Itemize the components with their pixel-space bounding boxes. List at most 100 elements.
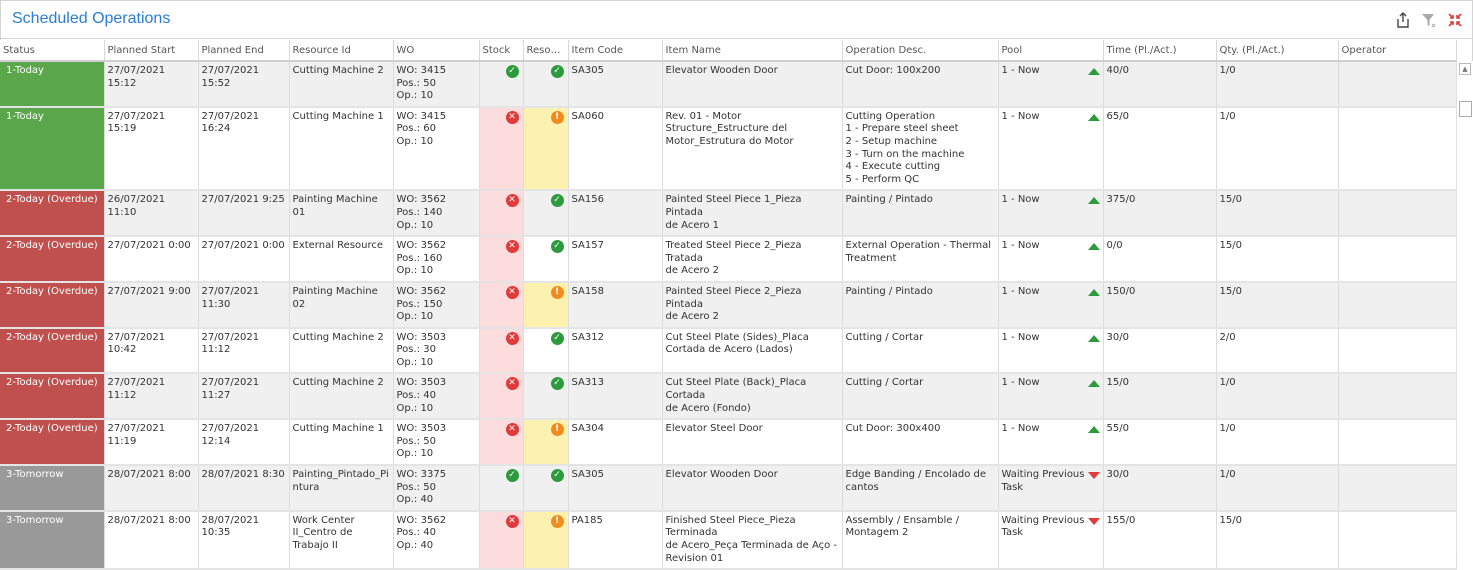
pool-cell: 1 - Now xyxy=(998,236,1104,283)
arrow-down-icon xyxy=(1087,517,1100,525)
operator-cell xyxy=(1338,106,1457,192)
qty-cell: 1/0 xyxy=(1216,465,1339,512)
planned-start-cell: 27/07/2021 15:12 xyxy=(104,61,199,108)
operator-cell xyxy=(1338,419,1457,467)
item-code-cell: SA060 xyxy=(568,106,663,192)
table-row[interactable]: 2-Today (Overdue) 27/07/2021 0:00 27/07/20… xyxy=(0,236,1457,283)
arrow-up-icon xyxy=(1087,113,1100,121)
column-header-time[interactable]: Time (Pl./Act.) xyxy=(1103,40,1217,62)
item-name-cell: Cut Steel Plate (Sides)_Placa Cortada de… xyxy=(662,327,843,375)
column-header-item-name[interactable]: Item Name xyxy=(662,40,843,62)
table-row[interactable]: 1-Today 27/07/2021 15:19 27/07/2021 16:24 C… xyxy=(0,106,1457,192)
qty-cell: 15/0 xyxy=(1216,281,1339,329)
qty-cell: 1/0 xyxy=(1216,61,1339,108)
scrollbar-thumb[interactable] xyxy=(1459,101,1472,117)
pool-cell: 1 - Now xyxy=(998,61,1104,108)
item-code-cell: SA156 xyxy=(568,190,663,238)
table-row[interactable]: 3-Tomorrow 28/07/2021 8:00 28/07/2021 10:3… xyxy=(0,510,1457,570)
status-cell: 3-Tomorrow xyxy=(0,510,105,570)
error-circle-icon: ✕ xyxy=(505,377,519,391)
time-cell: 0/0 xyxy=(1103,236,1217,283)
pool-cell: 1 - Now xyxy=(998,281,1104,329)
pool-label: Waiting Previous Task xyxy=(1001,469,1085,493)
operations-grid: Status Planned Start Planned End Resource I… xyxy=(0,40,1457,570)
table-row[interactable]: 1-Today 27/07/2021 15:12 27/07/2021 15:52 C… xyxy=(0,61,1457,108)
scroll-up-icon[interactable]: ▲ xyxy=(1459,63,1471,75)
wo-cell: WO: 3503 Pos.: 50 Op.: 10 xyxy=(393,419,480,467)
planned-end-cell: 27/07/2021 11:30 xyxy=(198,281,290,329)
column-header-qty[interactable]: Qty. (Pl./Act.) xyxy=(1216,40,1339,62)
table-row[interactable]: 2-Today (Overdue) 26/07/2021 11:10 27/07/2… xyxy=(0,190,1457,238)
table-row[interactable]: 2-Today (Overdue) 27/07/2021 11:19 27/07/2… xyxy=(0,419,1457,467)
check-circle-icon: ✓ xyxy=(550,331,564,345)
resource-cell: ✓ xyxy=(523,236,569,283)
operation-desc-cell: External Operation - Thermal Treatment xyxy=(842,236,999,283)
table-row[interactable]: 2-Today (Overdue) 27/07/2021 9:00 27/07/20… xyxy=(0,281,1457,329)
table-row[interactable]: 3-Tomorrow 28/07/2021 8:00 28/07/2021 8:30… xyxy=(0,465,1457,512)
pool-label: 1 - Now xyxy=(1001,285,1040,297)
collapse-icon[interactable] xyxy=(1447,12,1463,28)
error-circle-icon: ✕ xyxy=(505,423,519,437)
time-cell: 150/0 xyxy=(1103,281,1217,329)
qty-cell: 1/0 xyxy=(1216,106,1339,192)
stock-cell: ✓ xyxy=(479,61,524,108)
qty-cell: 1/0 xyxy=(1216,419,1339,467)
pool-cell: 1 - Now xyxy=(998,373,1104,421)
panel-header: Scheduled Operations xyxy=(0,0,1473,39)
column-header-operator[interactable]: Operator xyxy=(1338,40,1457,62)
column-header-pool[interactable]: Pool xyxy=(998,40,1104,62)
column-header-resource-id[interactable]: Resource Id xyxy=(289,40,394,62)
item-name-cell: Finished Steel Piece_Pieza Terminada de … xyxy=(662,510,843,570)
resource-id-cell: Painting Machine 01 xyxy=(289,190,394,238)
stock-cell: ✕ xyxy=(479,281,524,329)
column-header-planned-start[interactable]: Planned Start xyxy=(104,40,199,62)
wo-cell: WO: 3415 Pos.: 50 Op.: 10 xyxy=(393,61,480,108)
check-circle-icon: ✓ xyxy=(550,240,564,254)
operator-cell xyxy=(1338,327,1457,375)
planned-start-cell: 26/07/2021 11:10 xyxy=(104,190,199,238)
operation-desc-cell: Cutting / Cortar xyxy=(842,373,999,421)
pool-label: Waiting Previous Task xyxy=(1001,514,1085,539)
check-circle-icon: ✓ xyxy=(550,194,564,208)
item-code-cell: SA157 xyxy=(568,236,663,283)
item-code-cell: SA312 xyxy=(568,327,663,375)
wo-cell: WO: 3415 Pos.: 60 Op.: 10 xyxy=(393,106,480,192)
table-row[interactable]: 2-Today (Overdue) 27/07/2021 10:42 27/07/2… xyxy=(0,327,1457,375)
planned-start-cell: 28/07/2021 8:00 xyxy=(104,465,199,512)
column-header-stock[interactable]: Stock xyxy=(479,40,524,62)
resource-cell: ✓ xyxy=(523,61,569,108)
column-header-operation-desc[interactable]: Operation Desc. xyxy=(842,40,999,62)
pool-label: 1 - Now xyxy=(1001,377,1040,389)
item-code-cell: PA185 xyxy=(568,510,663,570)
planned-start-cell: 27/07/2021 15:19 xyxy=(104,106,199,192)
error-circle-icon: ✕ xyxy=(505,194,519,208)
operation-desc-cell: Painting / Pintado xyxy=(842,190,999,238)
item-name-cell: Elevator Wooden Door xyxy=(662,465,843,512)
export-icon[interactable] xyxy=(1395,12,1411,28)
resource-id-cell: Cutting Machine 1 xyxy=(289,106,394,192)
planned-start-cell: 27/07/2021 11:12 xyxy=(104,373,199,421)
clear-filter-icon[interactable] xyxy=(1421,12,1437,28)
column-header-planned-end[interactable]: Planned End xyxy=(198,40,290,62)
column-header-wo[interactable]: WO xyxy=(393,40,480,62)
planned-end-cell: 27/07/2021 15:52 xyxy=(198,61,290,108)
planned-start-cell: 27/07/2021 11:19 xyxy=(104,419,199,467)
check-circle-icon: ✓ xyxy=(505,469,519,483)
resource-cell: ✓ xyxy=(523,373,569,421)
column-header-status[interactable]: Status xyxy=(0,40,105,62)
resource-id-cell: Work Center II_Centro de Trabajo II xyxy=(289,510,394,570)
column-header-item-code[interactable]: Item Code xyxy=(568,40,663,62)
qty-cell: 2/0 xyxy=(1216,327,1339,375)
item-code-cell: SA305 xyxy=(568,465,663,512)
column-header-resource[interactable]: Resou... xyxy=(523,40,569,62)
arrow-up-icon xyxy=(1087,426,1100,434)
item-name-cell: Cut Steel Plate (Back)_Placa Cortada de … xyxy=(662,373,843,421)
check-circle-icon: ✓ xyxy=(550,377,564,391)
error-circle-icon: ✕ xyxy=(505,331,519,345)
status-cell: 1-Today xyxy=(0,61,105,108)
table-row[interactable]: 2-Today (Overdue) 27/07/2021 11:12 27/07/2… xyxy=(0,373,1457,421)
operation-desc-cell: Cutting / Cortar xyxy=(842,327,999,375)
vertical-scrollbar[interactable]: ▲ xyxy=(1456,61,1473,553)
item-code-cell: SA158 xyxy=(568,281,663,329)
operation-desc-cell: Assembly / Ensamble / Montagem 2 xyxy=(842,510,999,570)
